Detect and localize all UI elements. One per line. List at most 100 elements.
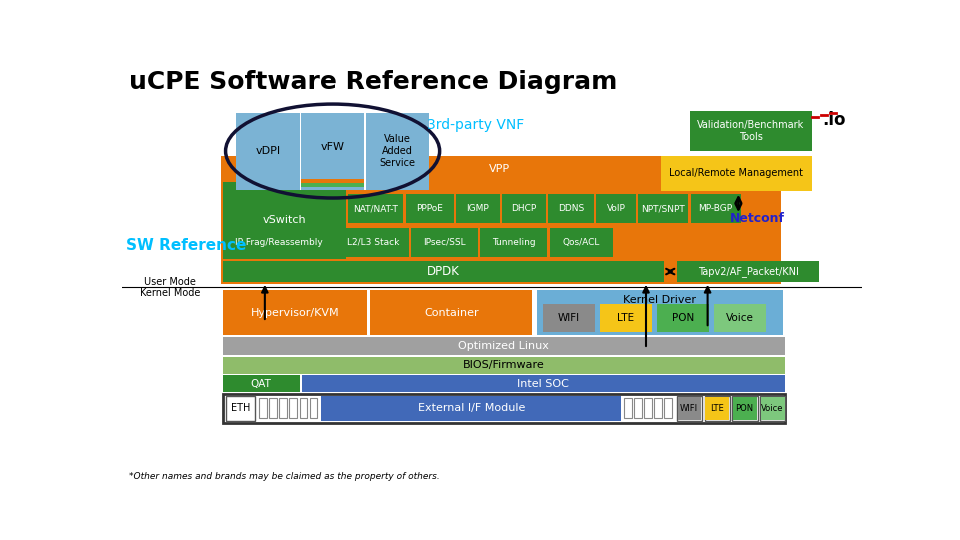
Bar xyxy=(690,111,811,151)
Bar xyxy=(300,398,307,419)
Bar xyxy=(406,194,453,224)
Bar xyxy=(502,194,546,224)
Bar xyxy=(600,304,652,332)
Text: NPT/SNPT: NPT/SNPT xyxy=(641,204,685,213)
Text: Optimized Linux: Optimized Linux xyxy=(458,341,549,351)
Text: LTE: LTE xyxy=(617,313,635,323)
Text: Voice: Voice xyxy=(726,313,754,323)
Text: Qos/ACL: Qos/ACL xyxy=(563,238,600,247)
Text: DPDK: DPDK xyxy=(426,265,460,278)
Text: SW Reference: SW Reference xyxy=(127,238,247,253)
Bar xyxy=(678,397,702,420)
Bar xyxy=(705,396,730,421)
Bar xyxy=(550,228,612,256)
Text: *Other names and brands may be claimed as the property of others.: *Other names and brands may be claimed a… xyxy=(129,472,440,481)
Text: Tapv2/AF_Packet/KNI: Tapv2/AF_Packet/KNI xyxy=(698,266,799,277)
Bar xyxy=(348,194,403,224)
Bar xyxy=(364,112,366,190)
Bar xyxy=(270,398,277,419)
Text: Netconf: Netconf xyxy=(731,212,785,225)
Text: User Mode: User Mode xyxy=(144,277,196,287)
Text: DHCP: DHCP xyxy=(512,204,537,213)
Bar xyxy=(221,156,780,284)
Bar xyxy=(366,112,429,190)
Bar xyxy=(309,398,317,419)
Bar xyxy=(657,304,709,332)
Bar xyxy=(223,356,784,374)
Bar xyxy=(760,397,784,420)
Text: L2/L3 Stack: L2/L3 Stack xyxy=(348,238,399,247)
Text: IGMP: IGMP xyxy=(467,204,490,213)
Bar xyxy=(223,336,784,355)
Bar xyxy=(371,291,532,335)
Text: uCPE Software Reference Diagram: uCPE Software Reference Diagram xyxy=(129,70,617,94)
Bar xyxy=(677,396,702,421)
Text: DDNS: DDNS xyxy=(558,204,584,213)
Bar xyxy=(661,156,811,191)
Bar xyxy=(677,261,819,282)
Text: vSwitch: vSwitch xyxy=(262,215,306,225)
Bar xyxy=(301,112,364,190)
Text: Voice: Voice xyxy=(761,404,783,413)
Text: WIFI: WIFI xyxy=(680,404,698,413)
Bar xyxy=(732,396,757,421)
Bar xyxy=(548,194,593,224)
Bar xyxy=(706,397,730,420)
Text: Value
Added
Service: Value Added Service xyxy=(379,134,416,167)
Text: Kernel Driver: Kernel Driver xyxy=(623,295,696,305)
Bar xyxy=(223,394,784,423)
Text: Container: Container xyxy=(424,308,478,318)
Bar xyxy=(223,261,663,282)
Text: IP Frag/Reassembly: IP Frag/Reassembly xyxy=(235,238,323,247)
Text: WIFI: WIFI xyxy=(558,313,580,323)
Text: vFW: vFW xyxy=(321,142,345,152)
Text: VoIP: VoIP xyxy=(607,204,625,213)
Text: ETH: ETH xyxy=(230,403,250,413)
Text: NAT/NAT-T: NAT/NAT-T xyxy=(353,204,398,213)
Text: External I/F Module: External I/F Module xyxy=(418,403,525,413)
Bar xyxy=(760,396,785,421)
Text: IPsec/SSL: IPsec/SSL xyxy=(423,238,466,247)
Bar xyxy=(542,304,595,332)
Bar xyxy=(338,228,409,256)
Text: PPPoE: PPPoE xyxy=(417,204,444,213)
Text: Tunneling: Tunneling xyxy=(492,238,536,247)
Bar xyxy=(300,112,301,190)
Bar xyxy=(223,375,300,392)
Bar xyxy=(596,194,636,224)
Bar xyxy=(301,184,364,187)
Bar xyxy=(644,398,652,419)
Bar xyxy=(279,398,287,419)
Text: Validation/Benchmark
Tools: Validation/Benchmark Tools xyxy=(697,120,804,142)
Bar xyxy=(690,194,741,224)
Bar xyxy=(537,291,783,335)
Bar xyxy=(624,398,632,419)
Bar xyxy=(635,398,642,419)
Bar xyxy=(733,397,756,420)
Bar xyxy=(655,398,662,419)
Bar xyxy=(411,228,478,256)
Text: VPP: VPP xyxy=(490,164,511,174)
Bar xyxy=(259,398,267,419)
Bar xyxy=(664,398,672,419)
Text: Intel SOC: Intel SOC xyxy=(516,379,568,389)
Bar xyxy=(290,398,298,419)
Text: Hypervisor/KVM: Hypervisor/KVM xyxy=(251,308,339,318)
Text: PON: PON xyxy=(735,404,754,413)
Text: BIOS/Firmware: BIOS/Firmware xyxy=(463,360,544,370)
Text: .io: .io xyxy=(823,111,846,129)
Bar xyxy=(480,228,547,256)
Text: Kernel Mode: Kernel Mode xyxy=(140,288,201,299)
Bar xyxy=(226,396,254,421)
Text: 3rd-party VNF: 3rd-party VNF xyxy=(426,118,524,132)
Bar xyxy=(301,179,364,185)
Text: vDPI: vDPI xyxy=(255,146,280,156)
Text: QAT: QAT xyxy=(251,379,272,389)
Bar xyxy=(223,182,346,259)
Bar xyxy=(236,112,300,190)
Bar xyxy=(456,194,500,224)
Text: MP-BGP: MP-BGP xyxy=(699,204,732,213)
Bar xyxy=(223,228,336,256)
Bar xyxy=(713,304,766,332)
Text: PON: PON xyxy=(672,313,694,323)
